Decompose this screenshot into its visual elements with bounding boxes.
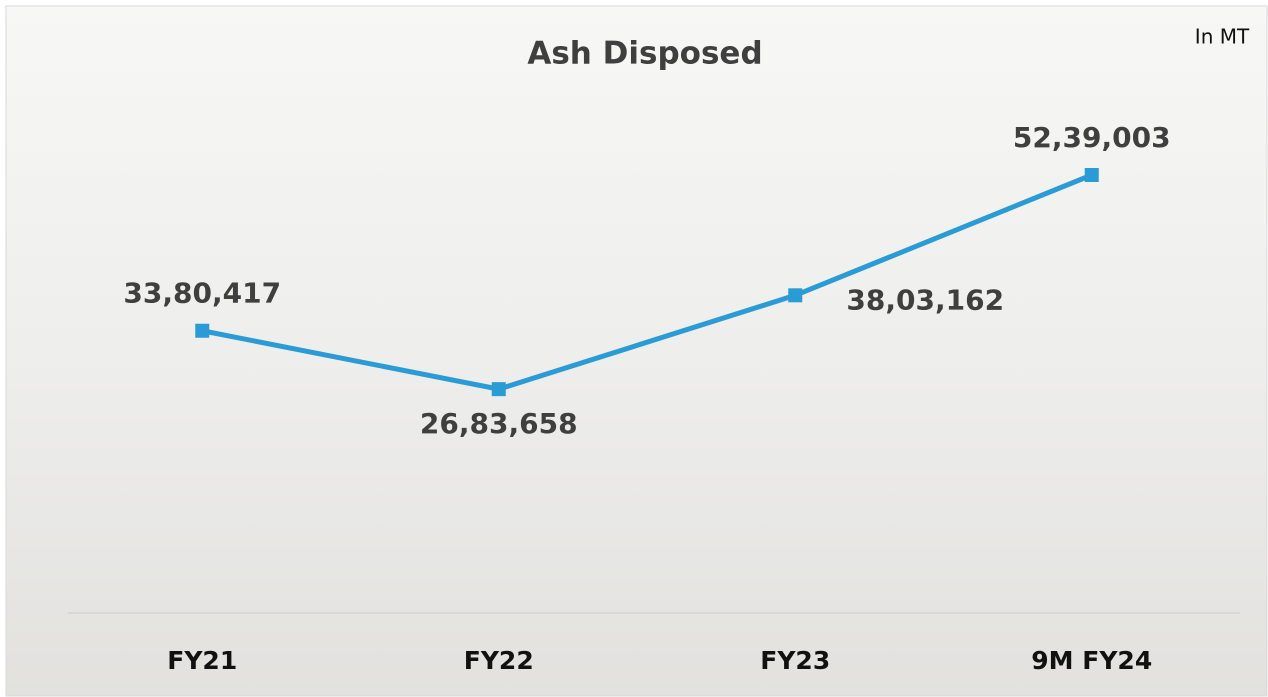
marker [491,382,506,397]
marker [1084,168,1099,182]
data-label: 52,39,003 [1013,121,1171,154]
marker [788,288,803,303]
unit-note: In MT [1195,25,1250,49]
data-label: 26,83,658 [420,407,578,440]
x-tick-label: FY23 [760,646,830,675]
x-tick-label: FY21 [167,646,237,675]
background [5,5,1268,697]
x-tick-label: FY22 [464,646,534,675]
marker [195,323,210,338]
line [201,172,1093,392]
x-tick-label: 9M FY24 [1031,646,1152,675]
data-label: 33,80,417 [123,277,281,310]
chart-title: Ash Disposed [527,36,762,72]
data-label: 38,03,162 [846,283,1004,316]
